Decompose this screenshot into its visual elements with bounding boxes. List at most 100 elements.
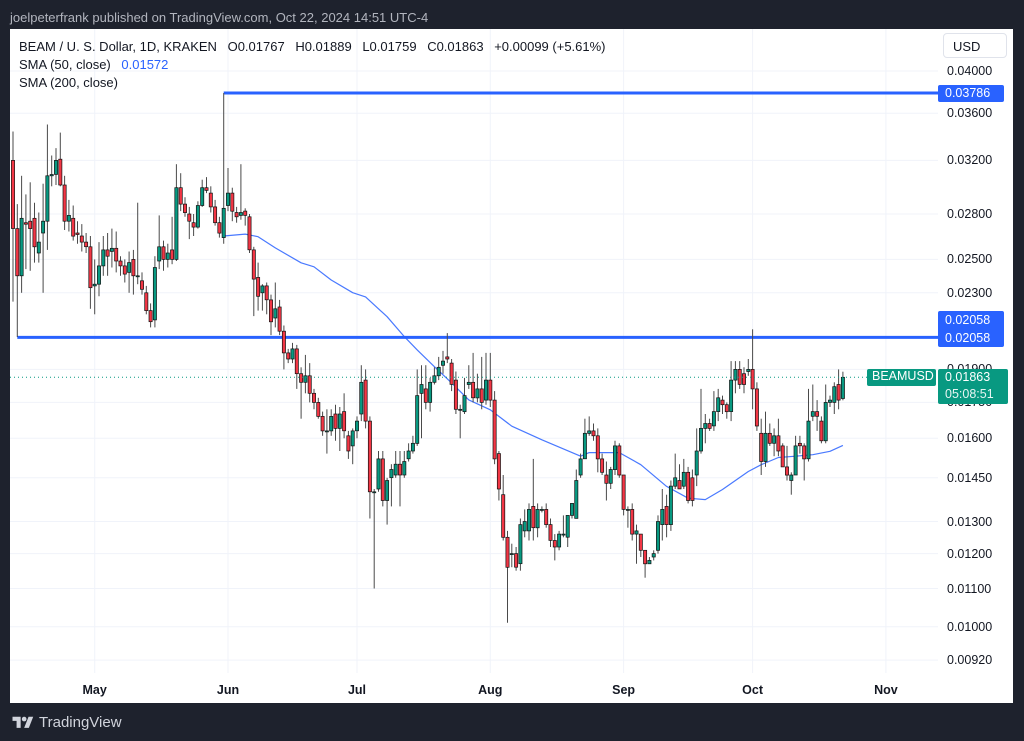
candle bbox=[226, 168, 230, 212]
candle bbox=[638, 533, 643, 557]
candle bbox=[789, 472, 794, 495]
candle bbox=[131, 249, 136, 295]
candle bbox=[729, 361, 734, 422]
candle bbox=[238, 164, 243, 220]
price-tick-label: 0.02500 bbox=[947, 252, 993, 267]
support-price-text-bottom: 0.02058 bbox=[945, 331, 991, 345]
price-tick-label: 0.03600 bbox=[947, 106, 993, 121]
tradingview-brand-link[interactable]: TradingView bbox=[12, 712, 122, 732]
candle bbox=[367, 416, 372, 519]
candle bbox=[711, 391, 716, 431]
candle bbox=[501, 475, 506, 541]
candle bbox=[165, 243, 170, 268]
candle bbox=[36, 212, 41, 263]
candle bbox=[101, 236, 106, 276]
candle bbox=[720, 395, 725, 414]
candle bbox=[479, 356, 484, 410]
candle bbox=[767, 423, 772, 446]
candle bbox=[496, 451, 501, 501]
candle bbox=[62, 175, 67, 230]
candle bbox=[303, 354, 308, 394]
candle bbox=[557, 530, 562, 551]
candle bbox=[600, 453, 605, 475]
candle bbox=[716, 388, 721, 422]
sma50-line[interactable] bbox=[223, 233, 844, 501]
sma50-value: 0.01572 bbox=[121, 57, 169, 72]
sma200-label: SMA (200, close) bbox=[19, 75, 118, 90]
candle bbox=[574, 469, 579, 519]
candle bbox=[385, 477, 390, 525]
candle bbox=[453, 371, 458, 414]
candle bbox=[342, 393, 347, 439]
candle bbox=[277, 299, 282, 336]
candle bbox=[552, 534, 557, 561]
candle bbox=[449, 359, 454, 392]
candle bbox=[11, 131, 15, 302]
candle bbox=[28, 182, 33, 271]
candle bbox=[677, 464, 682, 490]
sma50-label: SMA (50, close) bbox=[19, 57, 111, 72]
candle bbox=[832, 382, 837, 414]
candle bbox=[578, 453, 583, 478]
candle bbox=[664, 494, 669, 538]
candle bbox=[256, 262, 261, 311]
candle bbox=[544, 503, 549, 528]
candle bbox=[681, 458, 686, 489]
plot-area[interactable] bbox=[10, 29, 938, 673]
candle bbox=[595, 428, 600, 473]
support-price-badge: 0.02058 0.02058 bbox=[938, 311, 1004, 347]
candle bbox=[269, 294, 273, 336]
last-price-text: 0.01863 bbox=[945, 370, 991, 384]
candle bbox=[32, 202, 37, 263]
candle bbox=[213, 199, 218, 226]
candle bbox=[15, 204, 20, 337]
candle bbox=[191, 214, 196, 236]
price-tick-label: 0.04000 bbox=[947, 64, 993, 78]
candle bbox=[587, 416, 592, 436]
price-tick-label: 0.03200 bbox=[947, 153, 993, 168]
candle bbox=[337, 407, 342, 451]
candle bbox=[690, 469, 695, 507]
legend-main[interactable]: BEAM / U. S. Dollar, 1D, KRAKEN O0.01767… bbox=[19, 39, 606, 55]
candle bbox=[466, 365, 471, 389]
candle bbox=[565, 515, 570, 547]
candle bbox=[673, 453, 678, 489]
candle bbox=[286, 348, 291, 364]
candle bbox=[23, 194, 28, 270]
price-tick-label: 0.01000 bbox=[947, 619, 993, 634]
time-tick-label: Nov bbox=[874, 683, 898, 697]
price-axis[interactable]: 0.04000 0.03600 0.03200 0.02800 0.02500 0.023… bbox=[938, 29, 1013, 673]
currency-button[interactable]: USD bbox=[943, 33, 1007, 58]
candle bbox=[423, 365, 428, 410]
candle bbox=[105, 233, 110, 276]
price-tick-label: 0.00920 bbox=[947, 653, 993, 668]
candle bbox=[759, 418, 764, 475]
candle bbox=[402, 451, 407, 478]
candle bbox=[329, 409, 334, 436]
legend-sma200[interactable]: SMA (200, close) bbox=[19, 75, 118, 91]
candle bbox=[746, 359, 751, 376]
candle bbox=[531, 458, 536, 541]
candle bbox=[724, 402, 729, 419]
candle bbox=[247, 214, 252, 253]
price-tick-label: 0.02800 bbox=[947, 207, 993, 221]
candle bbox=[462, 377, 467, 414]
brand-name: TradingView bbox=[39, 713, 122, 731]
legend-high: H0.01889 bbox=[295, 39, 352, 54]
candle bbox=[346, 430, 351, 459]
candle bbox=[122, 259, 127, 283]
legend-sma50[interactable]: SMA (50, close) 0.01572 bbox=[19, 57, 168, 73]
candle bbox=[398, 451, 402, 507]
tradingview-logo-icon bbox=[12, 716, 34, 728]
candle bbox=[518, 518, 523, 571]
candle bbox=[359, 365, 364, 422]
candle bbox=[208, 186, 213, 213]
resistance-price-badge: 0.03786 bbox=[938, 85, 1004, 102]
candle bbox=[114, 231, 119, 273]
candle bbox=[621, 474, 626, 516]
candle bbox=[608, 466, 613, 489]
time-axis[interactable]: May Jun Jul Aug Sep Oct Nov bbox=[10, 673, 938, 703]
candle bbox=[415, 369, 420, 446]
candle bbox=[819, 416, 824, 444]
candle bbox=[264, 282, 269, 315]
